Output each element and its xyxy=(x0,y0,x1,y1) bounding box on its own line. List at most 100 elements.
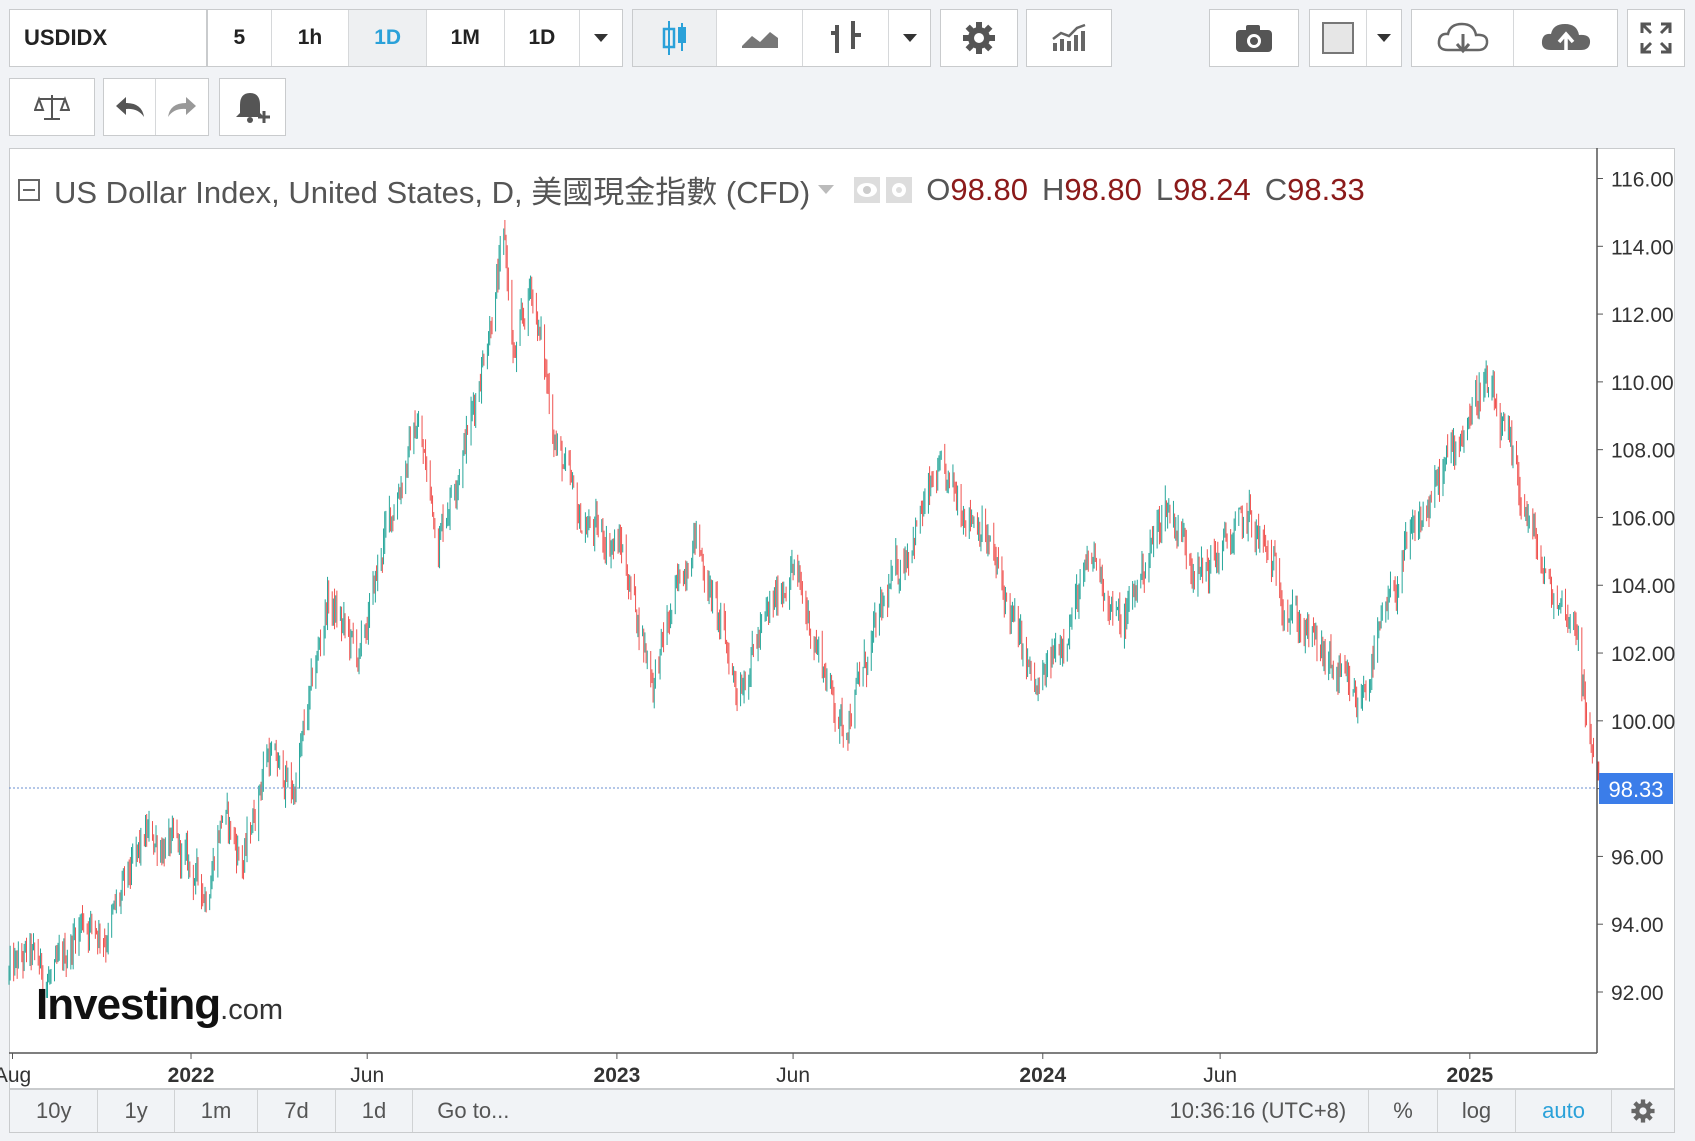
chart-type-group xyxy=(632,9,931,67)
undo-redo-group xyxy=(103,78,209,136)
bars-button[interactable] xyxy=(803,10,889,66)
open-value: 98.80 xyxy=(950,171,1028,207)
low-label: L xyxy=(1155,171,1174,207)
candles-layer xyxy=(8,219,1600,999)
price-tick-label: 110.00 xyxy=(1611,372,1674,395)
indicators-box[interactable] xyxy=(1026,9,1112,67)
last-candle-body xyxy=(1597,761,1600,778)
color-dropdown[interactable] xyxy=(1367,10,1401,66)
eye-icon[interactable] xyxy=(854,176,881,203)
range-1d[interactable]: 1d xyxy=(336,1090,414,1132)
alert-box[interactable] xyxy=(219,78,286,136)
price-tick-label: 100.00 xyxy=(1611,711,1675,734)
symbol-box[interactable]: USDIDX xyxy=(9,9,207,67)
snapshot-button[interactable] xyxy=(1210,10,1298,66)
save-chart-button[interactable] xyxy=(1514,10,1617,66)
price-tick-label: 102.00 xyxy=(1611,643,1675,666)
settings-box[interactable] xyxy=(940,9,1018,67)
chevron-down-icon[interactable] xyxy=(818,184,835,195)
line-chart-button[interactable] xyxy=(717,10,803,66)
color-swatch xyxy=(1321,22,1354,54)
price-tick-label: 106.00 xyxy=(1611,507,1675,530)
redo-button[interactable] xyxy=(156,79,208,135)
bottom-toolbar: 10y 1y 1m 7d 1d Go to... 10:36:16 (UTC+8… xyxy=(9,1089,1675,1133)
candlestick-icon xyxy=(662,21,686,55)
interval-1d[interactable]: 1D xyxy=(349,10,427,66)
fullscreen-box[interactable] xyxy=(1627,9,1685,67)
legend-collapse-toggle[interactable] xyxy=(18,178,40,201)
indicators-button[interactable] xyxy=(1027,10,1111,66)
time-tick-label: 2025 xyxy=(1446,1064,1493,1087)
camera-icon xyxy=(1236,25,1272,52)
price-tick-label: 104.00 xyxy=(1611,575,1675,598)
auto-toggle[interactable]: auto xyxy=(1515,1090,1611,1132)
price-tick-label: 92.00 xyxy=(1611,982,1664,1005)
goto-date-button[interactable]: Go to... xyxy=(437,1098,510,1123)
create-alert-button[interactable] xyxy=(220,79,285,135)
open-label: O xyxy=(926,171,951,207)
chart-panel[interactable] xyxy=(9,148,1675,1089)
scales-icon xyxy=(34,95,70,120)
interval-dropdown[interactable] xyxy=(580,10,622,66)
interval-1m[interactable]: 1M xyxy=(427,10,505,66)
axis-settings-button[interactable] xyxy=(1611,1090,1674,1132)
line-chart-icon xyxy=(741,32,778,48)
high-label: H xyxy=(1041,171,1065,207)
time-tick-label: 2024 xyxy=(1019,1064,1066,1087)
last-price-tag-label: 98.33 xyxy=(1608,777,1663,802)
interval-1d-alt[interactable]: 1D xyxy=(505,10,581,66)
time-tick-label: Jun xyxy=(1203,1064,1237,1087)
range-1y[interactable]: 1y xyxy=(98,1090,175,1132)
range-10y[interactable]: 10y xyxy=(10,1090,99,1132)
fullscreen-icon xyxy=(1640,22,1672,54)
range-7d[interactable]: 7d xyxy=(258,1090,336,1132)
legend-title: US Dollar Index, United States, D, 美國現金指… xyxy=(54,175,811,210)
chart-type-dropdown[interactable] xyxy=(889,10,930,66)
log-toggle[interactable]: log xyxy=(1436,1090,1515,1132)
logo-brand: Investing xyxy=(36,980,221,1029)
undo-icon xyxy=(115,97,144,117)
price-tick-label: 108.00 xyxy=(1611,440,1675,463)
price-tick-label: 114.00 xyxy=(1611,236,1674,259)
load-chart-button[interactable] xyxy=(1412,10,1515,66)
compare-button[interactable] xyxy=(10,79,94,135)
interval-group: 5 1h 1D 1M 1D xyxy=(207,9,623,67)
snapshot-box[interactable] xyxy=(1209,9,1299,67)
time-tick-label: Jun xyxy=(776,1064,810,1087)
settings-small-icon[interactable] xyxy=(886,176,913,203)
clock-display: 10:36:16 (UTC+8) xyxy=(1169,1098,1347,1123)
symbol-input[interactable]: USDIDX xyxy=(24,25,108,50)
candles-button[interactable] xyxy=(633,10,717,66)
investing-logo: Investing.com xyxy=(36,980,283,1030)
logo-suffix: .com xyxy=(220,994,283,1026)
percent-toggle[interactable]: % xyxy=(1368,1090,1437,1132)
compare-box[interactable] xyxy=(9,78,95,136)
interval-1h[interactable]: 1h xyxy=(272,10,350,66)
time-tick-label: 2022 xyxy=(168,1064,215,1087)
price-tick-label: 112.00 xyxy=(1611,304,1674,327)
time-tick-label: 2023 xyxy=(594,1064,641,1087)
color-picker[interactable] xyxy=(1310,10,1367,66)
range-1m[interactable]: 1m xyxy=(175,1090,259,1132)
interval-5[interactable]: 5 xyxy=(208,10,272,66)
last-price-tag: 98.33 xyxy=(1599,773,1673,804)
undo-button[interactable] xyxy=(104,79,157,135)
bell-plus-icon xyxy=(235,93,270,123)
time-tick-label: Jun xyxy=(350,1064,384,1087)
price-tick-label: 94.00 xyxy=(1611,914,1664,937)
fullscreen-button[interactable] xyxy=(1628,10,1684,66)
price-axis: 116.00 114.00 112.00 110.00 108.00 106.00 104.… xyxy=(1597,169,1675,1005)
gear-icon xyxy=(963,22,995,54)
high-value: 98.80 xyxy=(1064,171,1142,207)
price-tick-label: 116.00 xyxy=(1611,169,1674,192)
chevron-down-icon xyxy=(902,34,917,42)
settings-button[interactable] xyxy=(941,10,1017,66)
ohlc-bars-icon xyxy=(830,21,861,53)
gear-icon xyxy=(1631,1099,1655,1123)
cloud-download-icon xyxy=(1437,22,1488,54)
time-axis: Aug 2022 Jun 2023 Jun 2024 Jun 2025 xyxy=(0,1053,1493,1087)
close-label: C xyxy=(1264,171,1288,207)
color-box[interactable] xyxy=(1309,9,1402,67)
chevron-down-icon xyxy=(594,34,609,42)
